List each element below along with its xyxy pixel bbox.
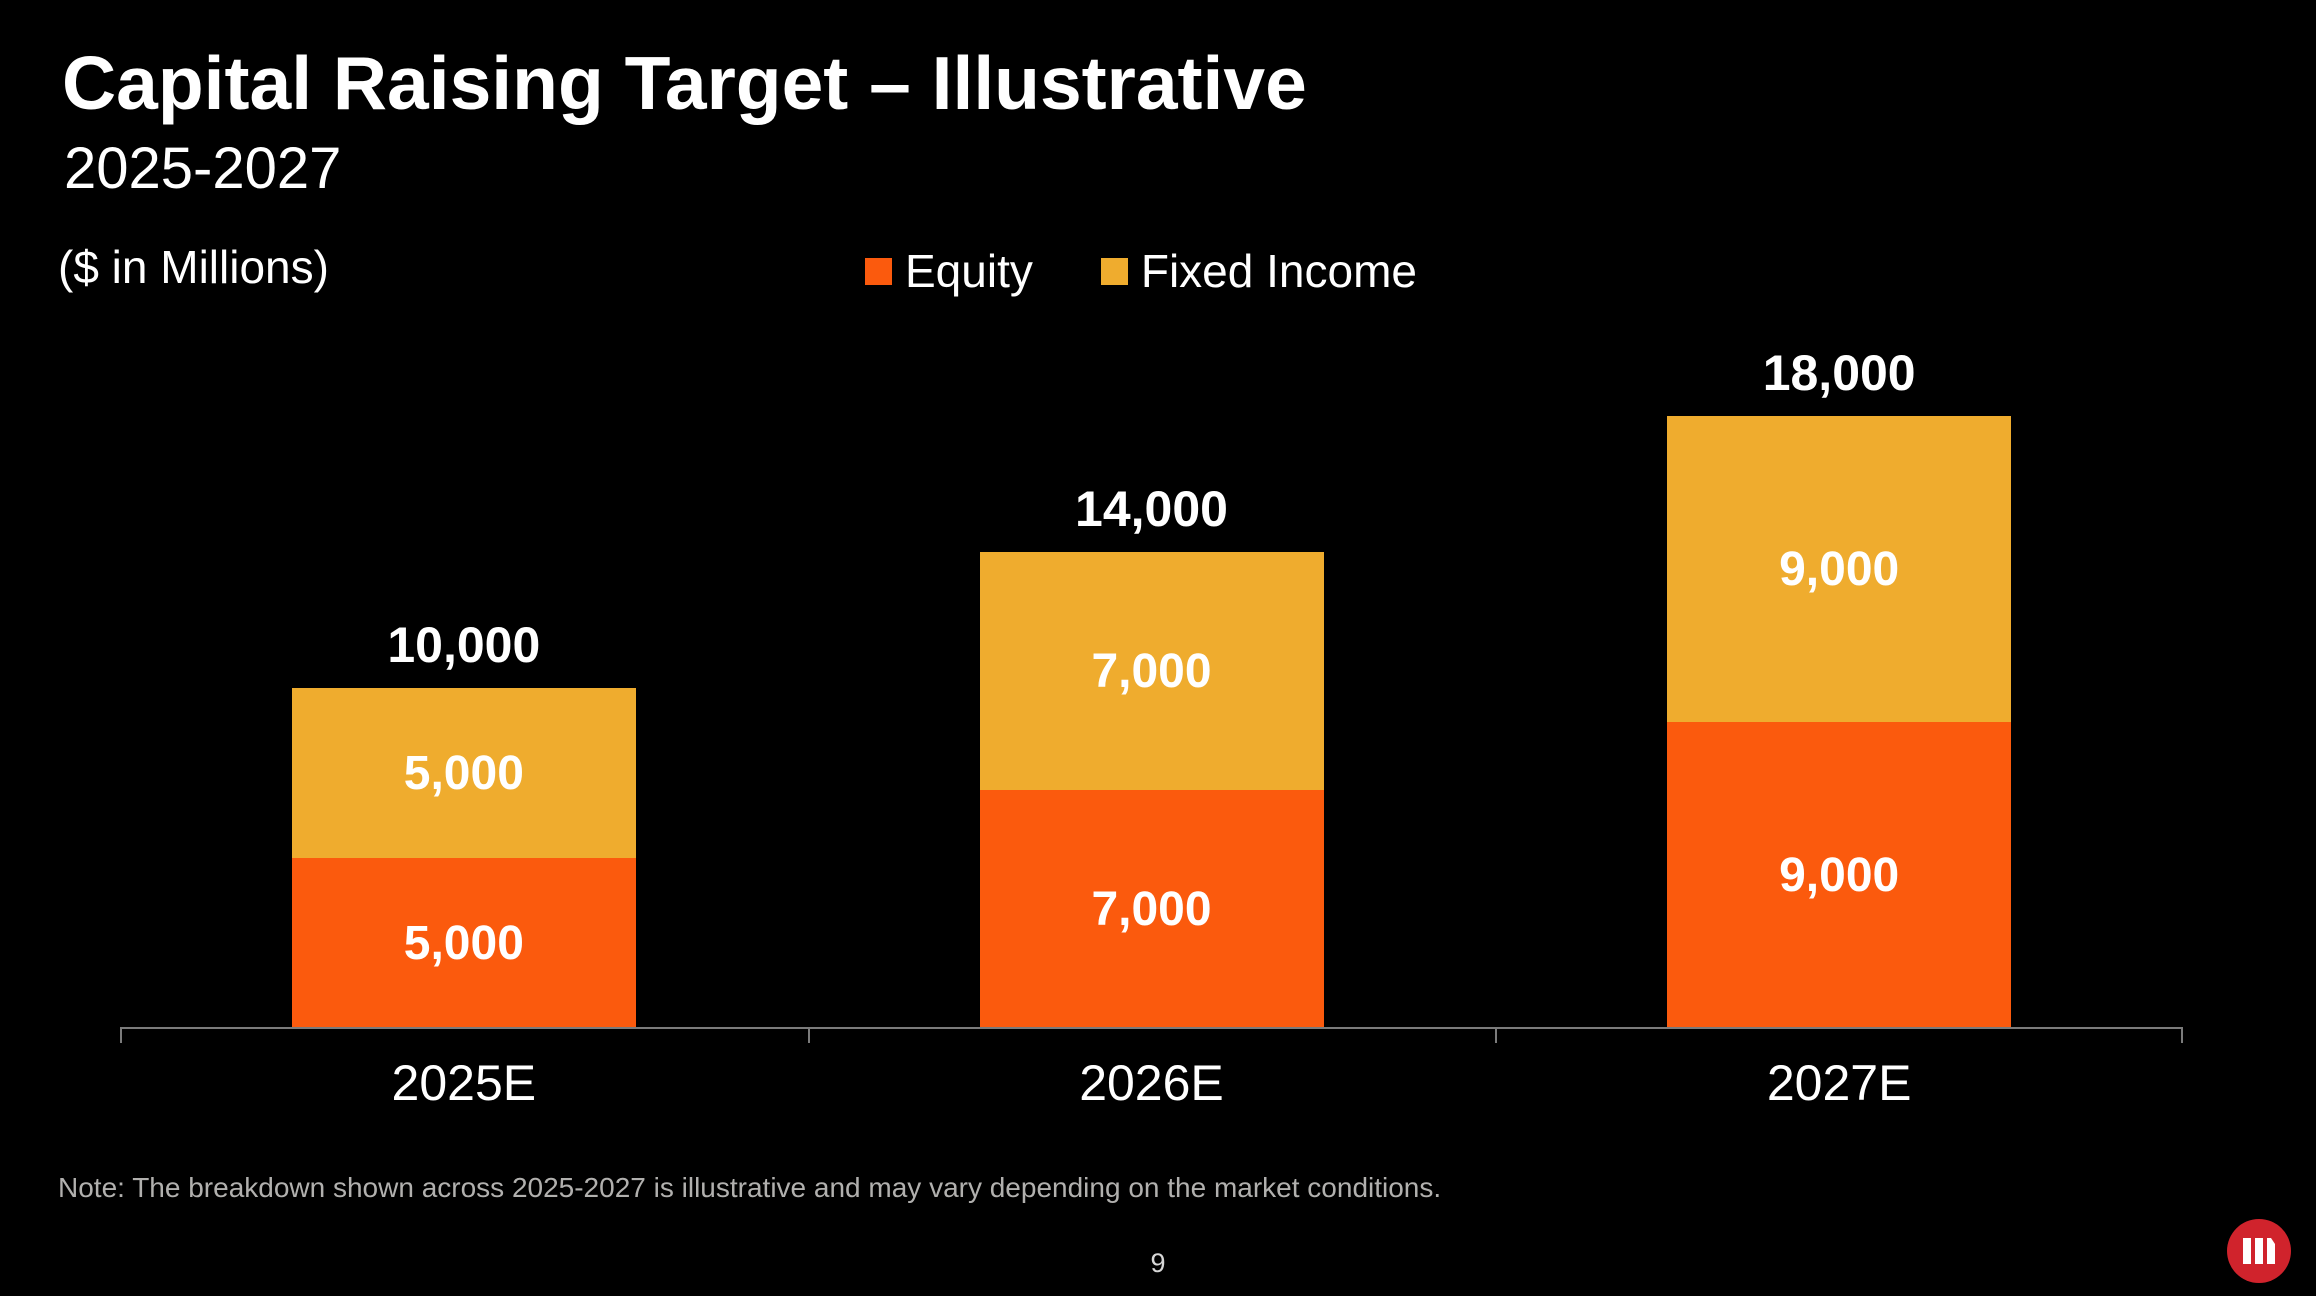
legend-item-equity: Equity — [865, 244, 1033, 298]
chart-legend: Equity Fixed Income — [865, 244, 1417, 298]
legend-label: Equity — [905, 245, 1033, 297]
bar-segment-fixed-income: 7,000 — [979, 552, 1324, 790]
total-value-label: 14,000 — [1075, 481, 1228, 537]
page-subtitle: 2025-2027 — [64, 136, 342, 201]
bar-segment-equity: 9,000 — [1667, 722, 2012, 1028]
legend-swatch-icon — [865, 257, 892, 285]
page-number: 9 — [1150, 1248, 1166, 1278]
units-label: ($ in Millions) — [58, 241, 329, 293]
segment-value-label: 5,000 — [403, 746, 524, 800]
company-logo-icon — [2227, 1219, 2291, 1283]
segment-value-label: 9,000 — [1779, 542, 1900, 596]
bar-2027e: 9,000 9,000 18,000 — [1667, 345, 2012, 1028]
bar-segment-fixed-income: 5,000 — [291, 688, 636, 858]
x-axis-label-2026e: 2026E — [1079, 1055, 1224, 1111]
bar-2025e: 5,000 5,000 10,000 — [291, 617, 636, 1028]
legend-swatch-icon — [1100, 257, 1128, 285]
x-axis-tick — [2181, 1028, 2183, 1043]
bar-segment-equity: 5,000 — [291, 858, 636, 1028]
x-axis-label-2027e: 2027E — [1766, 1055, 1912, 1111]
bar-segment-fixed-income: 9,000 — [1667, 416, 2012, 722]
x-axis-tick — [120, 1028, 122, 1043]
bar-segment-equity: 7,000 — [979, 790, 1324, 1028]
x-axis-label-2025e: 2025E — [391, 1055, 537, 1111]
segment-value-label: 7,000 — [1091, 882, 1212, 936]
bar-2026e: 7,000 7,000 14,000 — [979, 481, 1324, 1028]
segment-value-label: 7,000 — [1091, 644, 1212, 698]
x-axis-tick — [807, 1028, 810, 1043]
legend-label: Fixed Income — [1140, 245, 1417, 297]
x-axis-tick — [1495, 1028, 1498, 1043]
x-axis-line — [120, 1027, 2183, 1029]
total-value-label: 10,000 — [387, 617, 541, 673]
segment-value-label: 9,000 — [1779, 848, 1900, 902]
legend-item-fixed-income: Fixed Income — [1100, 244, 1417, 298]
segment-value-label: 5,000 — [403, 916, 524, 970]
footnote: Note: The breakdown shown across 2025-20… — [58, 1172, 1442, 1203]
stacked-bar-chart: 2025E 5,000 5,000 10,000 2026E 7,000 7,000 14,0… — [120, 345, 2183, 1111]
page-title: Capital Raising Target – Illustrative — [62, 41, 1307, 125]
total-value-label: 18,000 — [1762, 345, 1916, 401]
